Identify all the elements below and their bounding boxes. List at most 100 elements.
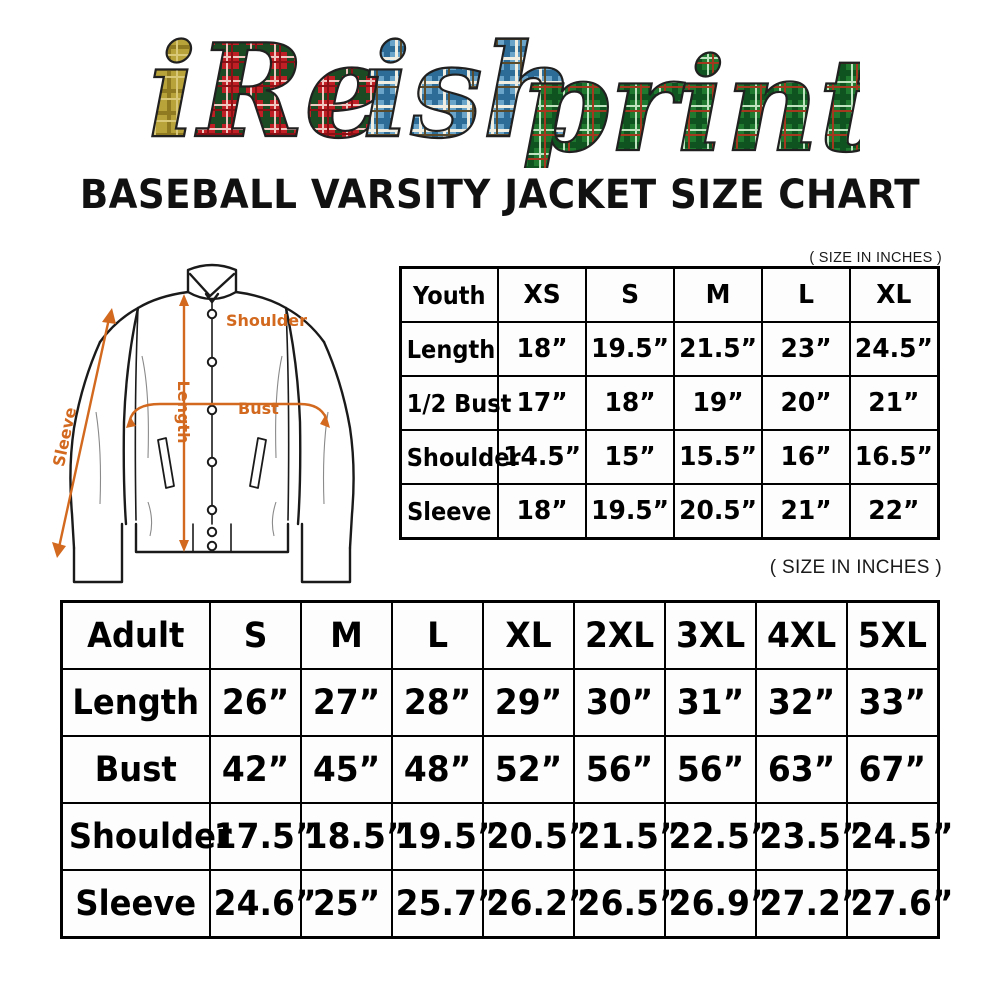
adult-measure-cell: 26”: [208, 668, 302, 737]
youth-size-table: Youth XS S M L XL Length 18” 19.5” 21.5” 23” 24.5” 1…: [399, 266, 940, 540]
bust-arrow-head-left: [126, 416, 136, 428]
youth-row-label-text: Sleeve: [407, 496, 492, 526]
youth-measure-value: 19.5”: [590, 334, 669, 364]
table-row: Shoulder 17.5” 18.5” 19.5” 20.5” 21.5” 22.5” 23…: [60, 802, 954, 871]
adult-row-label: Sleeve: [60, 869, 211, 939]
jacket-right-sleeve-inner: [284, 306, 302, 526]
adult-measure-cell: 21.5”: [572, 802, 680, 871]
youth-measure-cell: 23”: [761, 321, 852, 377]
youth-measure-cell: 15.5”: [672, 429, 764, 485]
adult-measure-cell: 19.5”: [390, 802, 498, 871]
adult-measure-value: 63”: [768, 749, 836, 790]
youth-measure-value: 23”: [780, 334, 832, 364]
youth-measure-value: 20”: [780, 388, 832, 418]
adult-measure-cell: 67”: [846, 735, 940, 804]
measure-label-length: Length: [174, 381, 193, 444]
adult-measure-cell: 42”: [208, 735, 302, 804]
adult-header-text: M: [329, 615, 363, 656]
table-row: Length 26” 27” 28” 29” 30” 31” 32” 33”: [60, 668, 940, 737]
jacket-button: [206, 504, 218, 516]
youth-measure-value: 20.5”: [678, 496, 757, 526]
page-title: BASEBALL VARSITY JACKET SIZE CHART: [79, 172, 921, 218]
adult-measure-value: 26”: [221, 682, 289, 723]
adult-measure-value: 56”: [676, 749, 745, 790]
adult-header-text: Adult: [87, 615, 185, 656]
youth-row-label-text: Shoulder: [406, 442, 521, 472]
adult-measure-cell: 33”: [846, 668, 940, 737]
adult-table-body: Adult S M L XL 2XL 3XL 4XL 5XL Length 26” 27” 28” 29”…: [60, 600, 954, 939]
adult-row-label-text: Length: [72, 682, 200, 723]
table-row: Sleeve 24.6” 25” 25.7” 26.2” 26.5” 26.9” 27.2” 2…: [60, 869, 954, 939]
adult-measure-value: 56”: [585, 749, 654, 790]
measure-label-sleeve: Sleeve: [49, 405, 80, 468]
youth-header-size: M: [672, 266, 764, 323]
table-row: Bust 42” 45” 48” 52” 56” 56” 63” 67”: [60, 735, 940, 804]
jacket-button: [206, 540, 218, 552]
adult-measure-cell: 27.2”: [755, 869, 863, 939]
adult-header-text: XL: [505, 615, 552, 656]
adult-measure-value: 42”: [221, 749, 289, 790]
logo-segment-print: print: [520, 31, 860, 168]
youth-measure-cell: 19.5”: [584, 483, 675, 540]
youth-header-text: L: [798, 280, 815, 310]
logo-segment-i: i: [148, 18, 197, 167]
bust-arrow-head-right: [320, 414, 330, 428]
youth-row-label-text: Length: [406, 334, 496, 364]
jacket-waistband: [134, 522, 290, 554]
measure-label-shoulder: Shoulder: [226, 311, 307, 330]
adult-measure-cell: 28”: [390, 668, 484, 737]
jacket-left-sleeve-inner: [122, 306, 140, 526]
jacket-button: [206, 404, 218, 416]
table-row: Shoulder 14.5” 15” 15.5” 16” 16.5”: [399, 429, 940, 485]
adult-row-label: Length: [60, 668, 211, 737]
adult-measure-value: 24.6”: [213, 883, 316, 924]
jacket-illustration: Shoulder Bust Length Sleeve: [49, 263, 355, 584]
adult-header-text: 3XL: [676, 615, 746, 656]
sleeve-arrow-head-top: [102, 308, 116, 324]
youth-measure-cell: 19.5”: [584, 321, 675, 377]
adult-measure-value: 27.2”: [759, 883, 863, 924]
youth-row-label: 1/2 Bust: [399, 375, 511, 431]
jacket-button: [206, 526, 218, 538]
jacket-left-cuff: [72, 522, 124, 584]
youth-row-label: Sleeve: [399, 483, 499, 540]
adult-header-row: Adult S M L XL 2XL 3XL 4XL 5XL: [60, 600, 940, 670]
jacket-left-sleeve-outer: [69, 340, 102, 550]
youth-measure-value: 16.5”: [855, 442, 934, 472]
youth-measure-cell: 18”: [496, 483, 587, 540]
youth-measure-value: 16”: [780, 442, 832, 472]
adult-measure-cell: 48”: [390, 735, 484, 804]
adult-header-text: 2XL: [584, 615, 655, 656]
adult-measure-value: 52”: [494, 749, 563, 790]
adult-measure-value: 30”: [585, 682, 654, 723]
adult-measure-value: 26.2”: [486, 883, 590, 924]
adult-header-corner: Adult: [60, 600, 211, 670]
adult-measure-cell: 29”: [481, 668, 576, 737]
adult-measure-cell: 45”: [299, 735, 393, 804]
adult-row-label: Bust: [60, 735, 211, 804]
adult-measure-value: 26.5”: [577, 883, 681, 924]
jacket-collar-lower: [186, 290, 238, 301]
adult-measure-cell: 56”: [664, 735, 758, 804]
length-arrow-head-bottom: [179, 540, 189, 552]
youth-table-body: Youth XS S M L XL Length 18” 19.5” 21.5” 23” 24.5” 1…: [399, 266, 940, 540]
logo-segment-ish: ish: [362, 18, 576, 167]
youth-header-size: S: [584, 266, 675, 323]
youth-row-label: Shoulder: [399, 429, 521, 485]
adult-header-size: L: [390, 600, 484, 670]
adult-measure-cell: 32”: [755, 668, 849, 737]
adult-measure-value: 24.5”: [851, 816, 954, 857]
table-row: Length 18” 19.5” 21.5” 23” 24.5”: [399, 321, 940, 377]
youth-measure-value: 21”: [780, 496, 832, 526]
youth-measure-value: 18”: [516, 334, 568, 364]
adult-measure-value: 27.6”: [851, 883, 954, 924]
youth-measure-value: 18”: [604, 388, 656, 418]
adult-measure-value: 32”: [768, 682, 836, 723]
adult-measure-cell: 26.5”: [572, 869, 681, 939]
youth-measure-value: 21.5”: [678, 334, 757, 364]
youth-measure-cell: 20”: [761, 375, 852, 431]
jacket-button: [206, 456, 218, 468]
youth-header-text: S: [620, 280, 639, 310]
youth-header-row: Youth XS S M L XL: [399, 266, 940, 323]
